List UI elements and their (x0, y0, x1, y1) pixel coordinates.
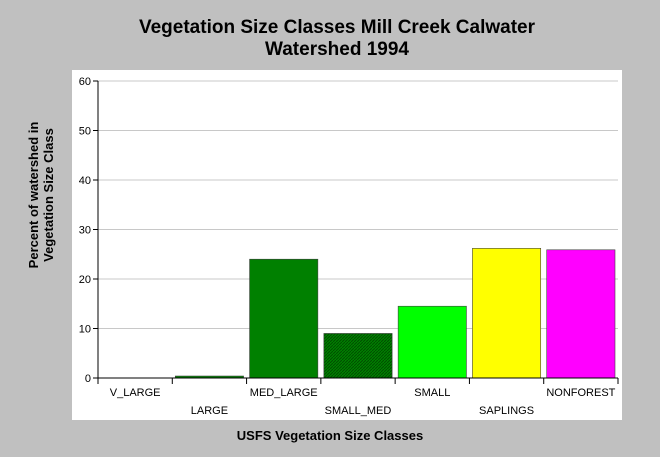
bar-nonforest (546, 249, 616, 379)
y-tick-label: 40 (79, 175, 91, 187)
bar-small (397, 305, 467, 379)
x-tick-label: LARGE (191, 405, 228, 417)
x-tick-label: MED_LARGE (250, 387, 318, 399)
bar-med-large (249, 258, 319, 379)
x-tick-label: NONFOREST (546, 387, 615, 399)
y-tick-label: 30 (79, 225, 91, 237)
y-tick-label: 20 (79, 274, 91, 286)
x-axis-label: USFS Vegetation Size Classes (237, 428, 423, 443)
x-tick-label: SMALL (414, 387, 450, 399)
axes (97, 81, 619, 384)
bar-small-med (323, 333, 393, 379)
bars (174, 248, 616, 379)
y-tick-label: 50 (79, 126, 91, 138)
y-tick-label: 60 (79, 76, 91, 88)
y-tick-labels: 0 10 20 30 40 50 60 (79, 76, 91, 385)
x-tick-label: SAPLINGS (479, 405, 534, 417)
y-tick-label: 10 (79, 324, 91, 336)
x-tick-label: SMALL_MED (325, 405, 392, 417)
chart-title-line1: Vegetation Size Classes Mill Creek Calwa… (139, 17, 536, 38)
gridlines (93, 80, 618, 379)
x-tick-labels: V_LARGE LARGE MED_LARGE SMALL_MED SMALL SAPLI… (110, 387, 616, 417)
y-tick-label: 0 (85, 373, 91, 385)
y-axis-label-line1: Percent of watershed in (26, 122, 41, 269)
bar-saplings (472, 248, 542, 379)
x-tick-label: V_LARGE (110, 387, 161, 399)
chart-title-line2: Watershed 1994 (265, 39, 409, 60)
y-axis-label-line2: Vegetation Size Class (41, 128, 56, 262)
